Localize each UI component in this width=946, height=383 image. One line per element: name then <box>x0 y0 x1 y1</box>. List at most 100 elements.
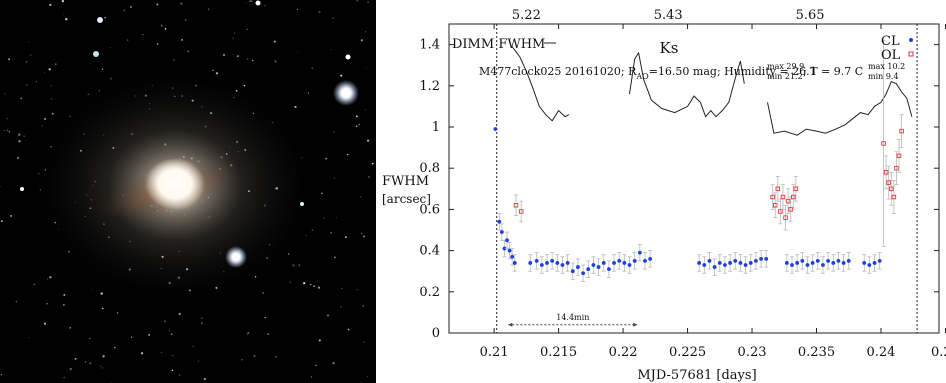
cl-point <box>800 259 805 263</box>
field-star <box>317 286 321 289</box>
field-star <box>114 346 116 349</box>
cl-point <box>753 259 758 263</box>
field-star <box>289 281 291 283</box>
temperature-min: min 9.4 <box>868 72 899 81</box>
temperature-text: ; T = 9.7 C <box>803 65 863 78</box>
field-star <box>164 28 167 30</box>
ol-point <box>775 186 781 192</box>
field-star <box>207 8 210 10</box>
cl-point <box>728 261 733 265</box>
field-star <box>365 31 367 33</box>
cl-point <box>738 261 743 265</box>
y-tick-label: 0.2 <box>419 285 440 300</box>
y-tick-label: 0.4 <box>419 244 440 259</box>
cl-point <box>550 259 555 263</box>
cl-point <box>507 248 512 253</box>
field-star <box>335 217 337 219</box>
legend-ol-label: OL <box>881 48 901 63</box>
ol-point <box>899 128 904 134</box>
field-star <box>61 0 65 3</box>
cl-point <box>606 267 611 272</box>
cl-point <box>764 256 769 261</box>
field-star <box>47 278 49 280</box>
field-star <box>20 97 23 100</box>
field-star <box>371 162 374 165</box>
field-star <box>102 355 105 358</box>
ol-point <box>883 170 889 175</box>
cl-point <box>493 127 498 131</box>
x-tick-label: 0.23 <box>738 345 767 360</box>
cl-point <box>591 263 596 267</box>
cl-series <box>493 127 882 282</box>
x-tick-label: 0.235 <box>798 345 835 360</box>
field-star <box>313 285 315 288</box>
cl-point <box>810 261 815 265</box>
y-tick-label: 0.6 <box>419 202 440 217</box>
field-star <box>25 60 28 63</box>
field-star <box>8 58 11 61</box>
cl-point <box>836 259 841 263</box>
ol-point <box>778 209 783 214</box>
ol-point <box>780 194 786 200</box>
field-star <box>247 332 250 335</box>
cl-point <box>560 263 565 267</box>
field-star <box>62 13 64 15</box>
ol-point <box>889 186 894 192</box>
cl-point <box>497 219 502 224</box>
ol-point <box>886 180 891 185</box>
cl-point <box>534 259 539 263</box>
field-star <box>356 0 358 2</box>
cl-point <box>723 263 727 267</box>
field-star <box>356 288 358 291</box>
humidity-max: max 29.9 <box>767 62 804 71</box>
field-star <box>171 369 174 372</box>
field-star <box>18 133 21 136</box>
cl-point <box>617 259 622 263</box>
field-star <box>367 1 370 3</box>
galaxy-image <box>0 0 376 383</box>
field-star <box>274 355 277 358</box>
ol-point <box>881 141 886 146</box>
cl-point <box>612 261 616 265</box>
field-star <box>46 303 48 305</box>
field-star <box>6 118 8 120</box>
field-star <box>318 339 321 342</box>
field-star <box>358 123 360 126</box>
field-star <box>250 0 253 2</box>
cl-point <box>862 261 867 265</box>
x-tick-label: 0.22 <box>609 345 638 360</box>
field-star <box>246 28 248 30</box>
cl-point <box>528 261 533 265</box>
ol-point <box>894 165 899 171</box>
field-star <box>333 131 335 133</box>
dimm-line-segment <box>511 46 570 122</box>
field-star <box>267 333 270 335</box>
field-star <box>318 10 321 14</box>
field-star <box>101 307 104 310</box>
field-star <box>49 3 52 6</box>
field-star <box>148 333 151 336</box>
cl-point <box>570 269 575 274</box>
ol-series <box>513 40 904 247</box>
cl-point <box>759 256 763 261</box>
field-star <box>30 54 32 56</box>
field-star <box>245 2 247 4</box>
field-star <box>294 105 297 109</box>
field-star <box>51 98 53 100</box>
y-tick-label: 1.4 <box>419 38 440 53</box>
y-tick-label: 0 <box>432 326 440 341</box>
field-star <box>168 330 170 332</box>
field-star <box>203 378 206 381</box>
legend-cl-label: CL <box>881 34 900 49</box>
x-tick-label: 0.215 <box>540 345 577 360</box>
ol-point <box>793 186 799 192</box>
cl-point <box>826 259 831 263</box>
field-star <box>232 54 234 56</box>
ol-point <box>785 198 791 204</box>
field-star <box>16 156 19 159</box>
field-star <box>156 43 159 45</box>
field-star <box>366 139 370 142</box>
cl-point <box>576 265 580 269</box>
field-star <box>23 135 25 137</box>
field-star <box>303 282 306 285</box>
